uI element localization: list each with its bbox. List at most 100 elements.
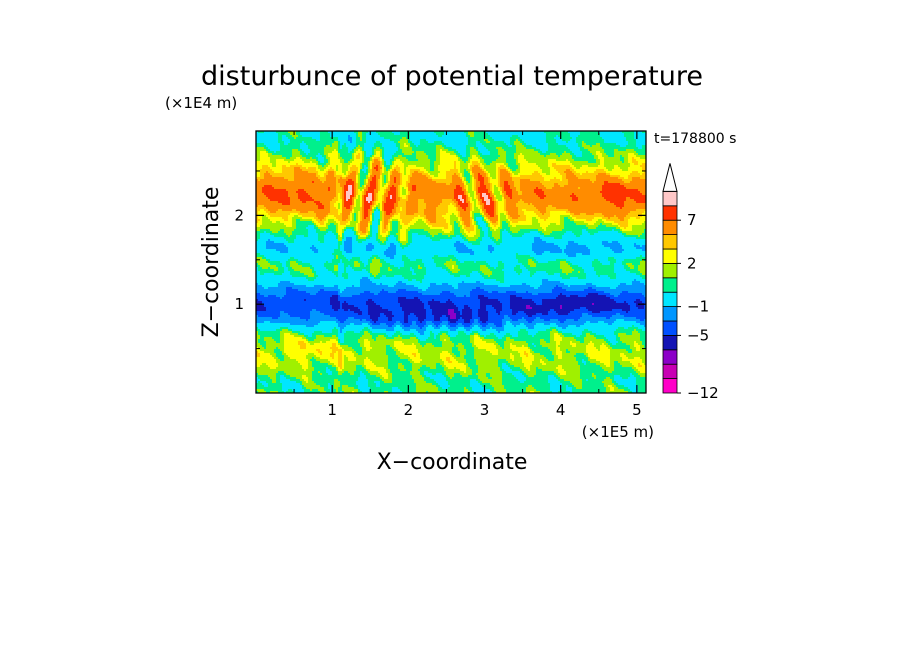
contour-cell: [468, 171, 471, 174]
contour-cell: [340, 207, 343, 210]
contour-cell: [506, 155, 515, 158]
contour-cell: [482, 143, 507, 146]
contour-cell: [326, 155, 329, 158]
contour-cell: [334, 353, 339, 356]
contour-cell: [310, 311, 321, 314]
contour-cell: [452, 301, 481, 304]
contour-cell: [386, 201, 397, 204]
contour-cell: [546, 211, 551, 214]
contour-cell: [272, 175, 295, 178]
contour-cell: [416, 165, 431, 168]
contour-cell: [376, 181, 379, 184]
contour-cell: [258, 299, 305, 302]
contour-cell: [388, 221, 391, 224]
contour-cell: [316, 273, 335, 276]
contour-cell: [320, 341, 323, 344]
contour-cell: [498, 223, 501, 226]
contour-cell: [324, 239, 339, 242]
contour-cell: [472, 179, 475, 182]
contour-cell: [264, 351, 275, 354]
contour-cell: [572, 137, 577, 140]
contour-cell: [518, 259, 529, 262]
contour-cell: [354, 209, 361, 212]
contour-cell: [256, 269, 259, 272]
contour-cell: [502, 225, 509, 228]
contour-cell: [504, 185, 511, 188]
contour-cell: [256, 189, 263, 192]
contour-cell: [468, 239, 477, 242]
contour-cell: [500, 189, 503, 192]
contour-cell: [546, 219, 561, 222]
contour-cell: [368, 161, 371, 164]
contour-cell: [608, 343, 613, 346]
contour-cell: [544, 185, 555, 188]
contour-cell: [430, 175, 435, 178]
contour-cell: [528, 259, 533, 262]
contour-cell: [396, 181, 401, 184]
contour-cell: [382, 183, 387, 186]
contour-cell: [284, 333, 291, 336]
contour-cell: [578, 135, 601, 138]
contour-cell: [558, 245, 567, 248]
contour-cell: [372, 225, 379, 228]
contour-cell: [468, 165, 471, 168]
contour-cell: [258, 267, 263, 270]
contour-cell: [412, 147, 437, 150]
contour-cell: [634, 149, 646, 152]
contour-cell: [340, 145, 343, 148]
contour-cell: [272, 337, 281, 340]
contour-cell: [484, 283, 523, 286]
contour-cell: [338, 233, 343, 236]
contour-cell: [382, 195, 385, 198]
contour-cell: [338, 347, 343, 350]
contour-cell: [448, 227, 453, 230]
contour-cell: [544, 319, 551, 322]
contour-cell: [402, 197, 407, 200]
contour-cell: [498, 227, 503, 230]
contour-cell: [554, 273, 561, 276]
contour-cell: [370, 183, 377, 186]
contour-cell: [526, 219, 533, 222]
contour-cell: [340, 291, 343, 294]
contour-cell: [530, 285, 541, 288]
contour-cell: [308, 335, 313, 338]
contour-cell: [350, 197, 353, 200]
contour-cell: [258, 263, 271, 266]
contour-cell: [336, 339, 339, 342]
contour-cell: [318, 249, 335, 252]
contour-cell: [320, 153, 325, 156]
contour-cell: [440, 157, 459, 160]
contour-cell: [480, 333, 491, 336]
contour-cell: [408, 177, 411, 180]
contour-cell: [462, 227, 465, 230]
contour-cell: [390, 263, 405, 266]
contour-cell: [338, 143, 341, 146]
contour-cell: [344, 205, 351, 208]
contour-cell: [478, 179, 485, 182]
contour-cell: [610, 351, 629, 354]
contour-cell: [640, 335, 646, 338]
contour-cell: [400, 195, 407, 198]
contour-cell: [320, 311, 355, 314]
contour-cell: [398, 227, 403, 230]
contour-cell: [502, 233, 511, 236]
contour-cell: [496, 185, 499, 188]
contour-cell: [386, 199, 397, 202]
contour-cell: [480, 203, 485, 206]
contour-cell: [480, 281, 501, 284]
contour-cell: [408, 199, 419, 202]
contour-cell: [368, 331, 373, 334]
contour-cell: [500, 235, 503, 238]
contour-cell: [342, 239, 347, 242]
contour-cell: [466, 333, 471, 336]
contour-cell: [274, 351, 283, 354]
contour-cell: [478, 271, 483, 274]
contour-cell: [526, 329, 547, 332]
contour-cell: [266, 343, 285, 346]
contour-cell: [412, 271, 415, 274]
contour-cell: [256, 227, 297, 230]
contour-cell: [304, 273, 315, 276]
contour-cell: [366, 155, 371, 158]
contour-cell: [526, 305, 531, 308]
contour-cell: [416, 145, 419, 148]
